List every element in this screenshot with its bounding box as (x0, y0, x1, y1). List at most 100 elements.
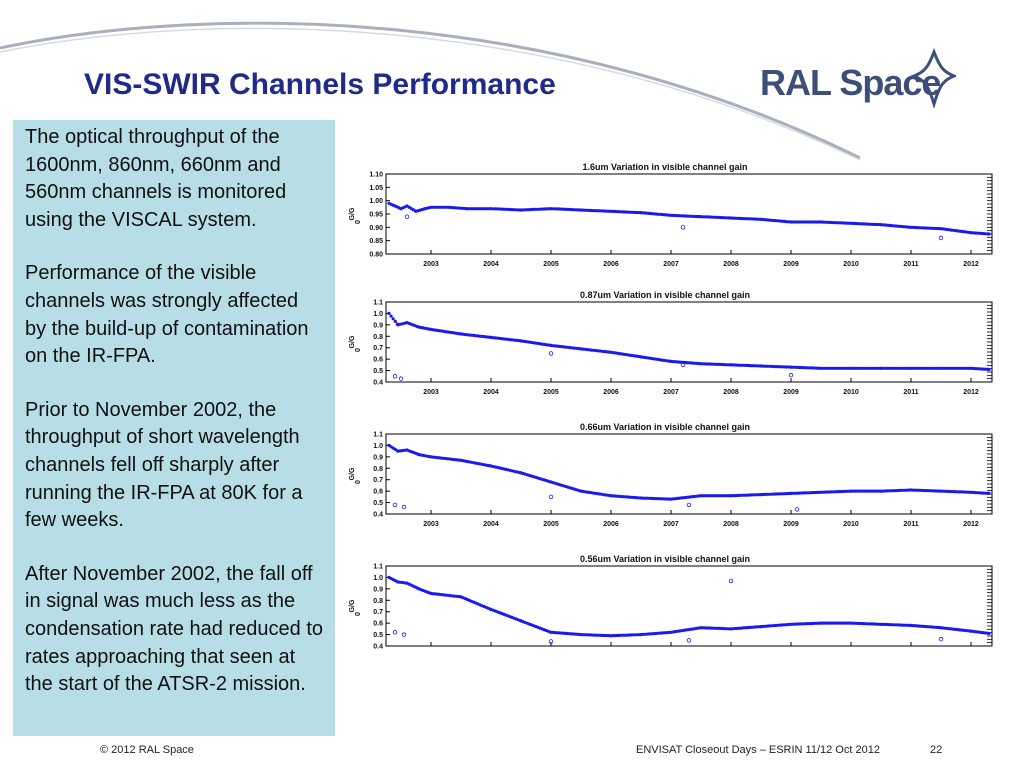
x-tick-label: 2004 (483, 261, 499, 268)
outlier-point (548, 494, 554, 500)
y-tick-label: 0.9 (373, 322, 383, 329)
chart-panel-3: 0.66um Variation in visible channel gain… (349, 422, 993, 528)
y-tick-label: 0.4 (373, 512, 383, 519)
x-tick-label: 2012 (963, 389, 979, 396)
x-tick-label: 2005 (543, 261, 559, 268)
outlier-point (392, 630, 398, 635)
y-tick-label: 1.1 (373, 564, 383, 571)
chart-panel-4: 0.56um Variation in visible channel gain… (349, 554, 993, 651)
series-1 (387, 201, 991, 236)
data-point (393, 319, 397, 323)
footer-copyright: © 2012 RAL Space (100, 744, 194, 756)
series-1 (387, 575, 991, 638)
x-tick-label: 2006 (603, 389, 619, 396)
y-tick-label: 0.5 (373, 500, 383, 507)
data-point (987, 631, 991, 635)
x-tick-label: 2003 (423, 389, 439, 396)
y-axis-label-subscript: 0 (355, 612, 362, 616)
y-tick-label: 0.9 (373, 454, 383, 461)
x-tick-label: 2011 (903, 389, 918, 396)
plot-frame (385, 301, 993, 383)
plot-frame (385, 433, 993, 515)
outlier-point (398, 376, 404, 381)
outlier-point (794, 507, 800, 512)
plot-frame (385, 173, 993, 255)
data-point (391, 317, 395, 321)
chart-panel-2: 0.87um Variation in visible channel gain… (349, 290, 993, 396)
y-axis-label: G/G (349, 335, 356, 348)
page-number: 22 (930, 744, 943, 756)
y-tick-label: 0.6 (373, 621, 383, 628)
gain-charts: 1.6um Variation in visible channel gain 0… (349, 162, 993, 651)
outlier-point (548, 639, 554, 644)
data-point (987, 491, 991, 495)
y-tick-label: 0.9 (373, 586, 383, 593)
header-swoosh (0, 21, 861, 161)
y-tick-label: 1.1 (373, 300, 383, 307)
outlier-point (680, 362, 686, 368)
x-tick-label: 2009 (783, 521, 799, 528)
outlier-point (680, 225, 686, 230)
chart-title: 0.87um Variation in visible channel gain (580, 290, 750, 300)
x-tick-label: 2009 (783, 261, 799, 268)
outlier-point (686, 638, 692, 643)
outlier-point (788, 372, 794, 378)
outlier-point (686, 502, 692, 508)
x-tick-label: 2005 (543, 389, 559, 396)
outlier-point (728, 578, 734, 584)
y-tick-label: 1.00 (369, 198, 383, 205)
chart-title: 1.6um Variation in visible channel gain (582, 162, 747, 172)
chart-title: 0.56um Variation in visible channel gain (580, 554, 750, 564)
y-axis-label: G/G (349, 599, 356, 612)
x-tick-label: 2007 (663, 261, 679, 268)
x-tick-label: 2011 (903, 261, 918, 268)
y-tick-label: 0.7 (373, 345, 383, 352)
slide-title: VIS-SWIR Channels Performance (84, 68, 556, 101)
outlier-point (938, 235, 944, 241)
x-tick-label: 2005 (543, 521, 559, 528)
data-point (987, 367, 991, 371)
y-axis-label-subscript: 0 (355, 480, 362, 484)
y-tick-label: 1.0 (373, 443, 383, 450)
description-textbox: The optical throughput of the 1600nm, 86… (13, 120, 335, 736)
x-tick-label: 2012 (963, 521, 979, 528)
x-tick-label: 2008 (723, 389, 739, 396)
paragraph-4: After November 2002, the fall off in sig… (25, 562, 323, 696)
x-tick-label: 2007 (663, 521, 679, 528)
x-tick-label: 2003 (423, 521, 439, 528)
paragraph-2: Performance of the visible channels was … (25, 262, 309, 368)
chart-title: 0.66um Variation in visible channel gain (580, 422, 750, 432)
paragraph-3: Prior to November 2002, the throughput o… (25, 398, 303, 532)
y-tick-label: 0.4 (373, 644, 383, 651)
y-tick-label: 1.0 (373, 311, 383, 318)
y-axis-label: G/G (349, 467, 356, 480)
outlier-point (404, 214, 410, 219)
y-tick-label: 0.95 (369, 212, 383, 219)
data-point (389, 314, 393, 318)
y-tick-label: 1.1 (373, 432, 383, 439)
x-tick-label: 2011 (903, 521, 918, 528)
data-point (987, 232, 991, 236)
series-1 (387, 311, 991, 371)
outlier-point (392, 502, 398, 508)
logo-text: RAL Space (760, 62, 941, 103)
y-axis-label-subscript: 0 (355, 220, 362, 224)
y-axis-label: G/G (349, 207, 356, 220)
y-tick-label: 0.90 (369, 225, 383, 232)
y-tick-label: 0.7 (373, 477, 383, 484)
y-axis-label-subscript: 0 (355, 348, 362, 352)
outlier-point (548, 351, 554, 356)
x-tick-label: 2010 (843, 261, 859, 268)
y-tick-label: 0.80 (369, 252, 383, 259)
y-tick-label: 0.8 (373, 334, 383, 341)
outlier-point (401, 504, 407, 510)
x-tick-label: 2004 (483, 521, 499, 528)
x-tick-label: 2008 (723, 261, 739, 268)
y-tick-label: 0.7 (373, 609, 383, 616)
x-tick-label: 2012 (963, 261, 979, 268)
outlier-point (392, 374, 398, 379)
x-tick-label: 2006 (603, 261, 619, 268)
outlier-point (938, 636, 944, 642)
x-tick-label: 2009 (783, 389, 799, 396)
x-tick-label: 2010 (843, 521, 859, 528)
